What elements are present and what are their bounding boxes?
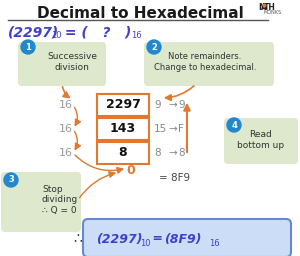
Text: 10: 10 — [51, 31, 62, 40]
Text: 16: 16 — [59, 148, 73, 158]
Circle shape — [227, 118, 241, 132]
FancyBboxPatch shape — [224, 118, 298, 164]
FancyBboxPatch shape — [97, 94, 149, 116]
Text: 16: 16 — [131, 31, 142, 40]
Text: Read
bottom up: Read bottom up — [237, 130, 285, 150]
Text: (2297): (2297) — [8, 25, 59, 39]
Text: 4: 4 — [231, 121, 237, 130]
Text: F: F — [178, 124, 184, 134]
Text: (8F9): (8F9) — [164, 232, 202, 246]
Text: 143: 143 — [110, 123, 136, 135]
Text: 16: 16 — [59, 124, 73, 134]
FancyBboxPatch shape — [83, 219, 291, 256]
Text: 9: 9 — [178, 100, 184, 110]
Text: 10: 10 — [140, 239, 151, 248]
Text: →: → — [168, 124, 177, 134]
Text: 8: 8 — [178, 148, 184, 158]
Text: 8: 8 — [119, 146, 127, 159]
Text: =: = — [148, 232, 167, 246]
FancyBboxPatch shape — [97, 142, 149, 164]
Text: MONKS: MONKS — [264, 10, 282, 16]
Text: Successive
division: Successive division — [47, 52, 97, 72]
Text: 16: 16 — [209, 239, 220, 248]
Text: 2: 2 — [151, 42, 157, 51]
Text: →: → — [168, 148, 177, 158]
Circle shape — [4, 173, 18, 187]
Text: 8: 8 — [154, 148, 160, 158]
Text: TH: TH — [264, 3, 276, 12]
Text: (2297): (2297) — [96, 232, 142, 246]
FancyBboxPatch shape — [18, 42, 106, 86]
FancyBboxPatch shape — [1, 172, 81, 232]
Text: = (   ?   ): = ( ? ) — [60, 25, 131, 39]
Text: 3: 3 — [8, 176, 14, 185]
FancyBboxPatch shape — [97, 118, 149, 140]
Text: Stop
dividing
∴ Q = 0: Stop dividing ∴ Q = 0 — [42, 185, 78, 215]
Text: A: A — [261, 3, 267, 12]
Circle shape — [21, 40, 35, 54]
Text: 15: 15 — [154, 124, 167, 134]
Text: Decimal to Hexadecimal: Decimal to Hexadecimal — [37, 5, 243, 20]
Text: M: M — [258, 3, 266, 12]
Text: 16: 16 — [59, 100, 73, 110]
Text: Note remainders.
Change to hexadecimal.: Note remainders. Change to hexadecimal. — [154, 52, 256, 72]
Text: ∴: ∴ — [73, 232, 82, 246]
FancyBboxPatch shape — [144, 42, 274, 86]
Text: 9: 9 — [154, 100, 160, 110]
Text: 1: 1 — [25, 42, 31, 51]
Text: →: → — [168, 100, 177, 110]
Circle shape — [147, 40, 161, 54]
Text: = 8F9: = 8F9 — [159, 173, 190, 183]
Text: 2297: 2297 — [106, 99, 140, 112]
Text: 0: 0 — [127, 164, 135, 176]
